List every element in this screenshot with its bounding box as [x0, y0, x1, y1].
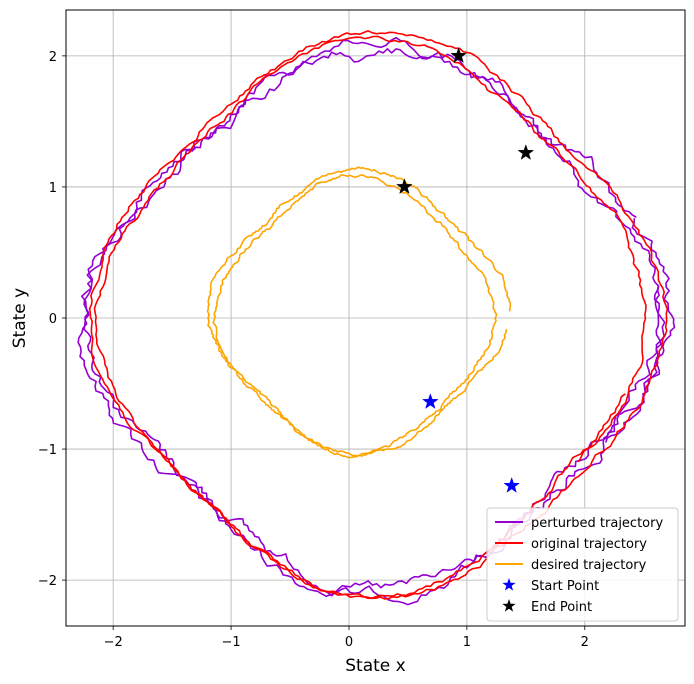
legend-box — [486, 507, 679, 622]
end-point-marker — [517, 144, 535, 160]
end-point-marker — [450, 47, 467, 63]
desired-trajectory-line — [212, 174, 498, 459]
x-tick-label: −2 — [104, 635, 123, 650]
y-tick-label: 2 — [49, 50, 57, 65]
start-point-marker — [503, 476, 521, 493]
y-tick-label: 0 — [49, 312, 57, 327]
desired-trajectory-line — [206, 166, 512, 458]
legend-swatch — [502, 578, 516, 591]
x-tick-label: 0 — [345, 635, 353, 650]
x-tick-label: 1 — [463, 635, 471, 650]
start-point-marker — [421, 393, 439, 409]
end-point-marker — [396, 178, 413, 195]
legend-entry: Start Point — [531, 579, 599, 594]
y-tick-label: −2 — [38, 574, 57, 589]
x-tick-label: 2 — [581, 635, 589, 650]
original-trajectory-line — [93, 35, 647, 599]
x-tick-label: −1 — [221, 635, 240, 650]
y-tick-label: −1 — [38, 443, 57, 458]
legend: perturbed trajectory original trajectory d… — [486, 507, 679, 622]
legend-entry: End Point — [531, 600, 592, 615]
original-trajectory-line — [88, 30, 669, 600]
grid — [66, 10, 685, 626]
y-tick-label: 1 — [49, 181, 57, 196]
ticks: −2 −1 0 1 2 −2 −1 0 1 2 — [38, 50, 589, 650]
x-axis-label: State x — [345, 656, 405, 676]
legend-swatch — [502, 599, 516, 612]
legend-entry: original trajectory — [531, 537, 647, 552]
legend-entry: desired trajectory — [531, 558, 647, 573]
legend-entry: perturbed trajectory — [531, 516, 663, 531]
y-axis-label: State y — [10, 288, 30, 348]
